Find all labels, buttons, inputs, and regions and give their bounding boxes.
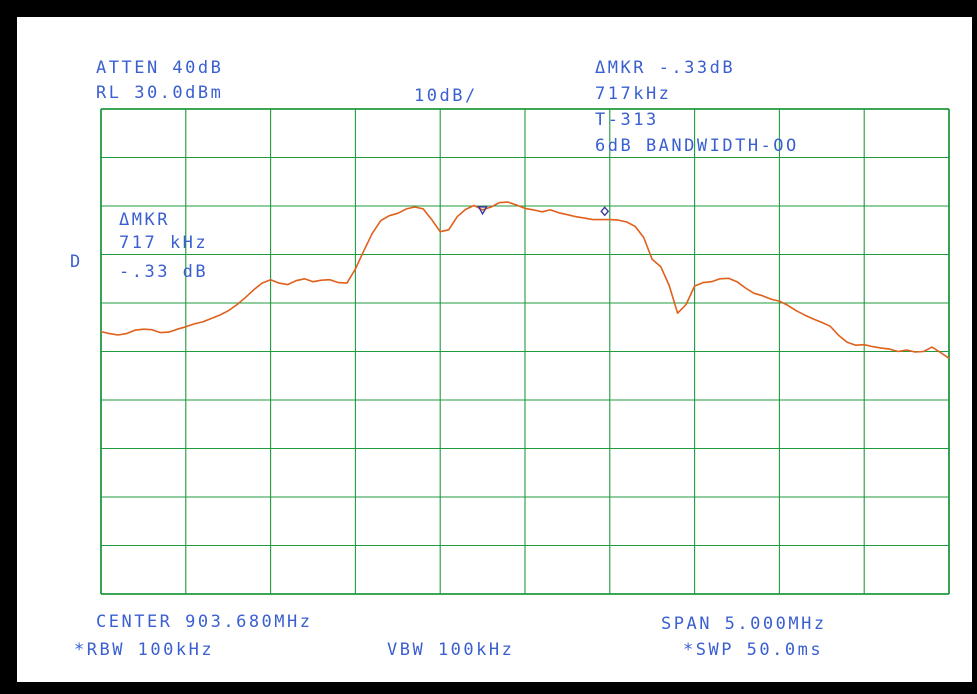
span-label: SPAN 5.000MHz — [661, 614, 827, 634]
delta-marker-value-label: ΔMKR -.33dB — [595, 58, 736, 78]
marker-box-freq: 717 kHz — [119, 233, 209, 253]
spectrum-trace — [100, 201, 950, 359]
trace-id-label: T-313 — [595, 110, 659, 130]
center-frequency-label: CENTER 903.680MHz — [96, 612, 313, 632]
sweep-label: *SWP 50.0ms — [683, 640, 824, 660]
rbw-label: *RBW 100kHz — [74, 640, 215, 660]
graticule — [100, 108, 950, 595]
scale-label: 10dB/ — [414, 86, 478, 106]
vbw-label: VBW 100kHz — [387, 640, 515, 660]
marker-layer — [477, 206, 610, 217]
display-mode-label: D — [70, 252, 83, 272]
plot-paper — [17, 17, 972, 682]
delta-marker-freq-label: 717kHz — [595, 84, 672, 104]
marker-triangle — [477, 206, 488, 216]
atten-label: ATTEN 40dB — [96, 58, 224, 78]
marker-box-value: -.33 dB — [119, 262, 209, 282]
bandwidth-label: 6dB BANDWIDTH-OO — [595, 136, 799, 156]
ref-level-label: RL 30.0dBm — [96, 83, 224, 103]
marker-box-title: ΔMKR — [119, 210, 170, 230]
marker-diamond — [600, 206, 610, 217]
